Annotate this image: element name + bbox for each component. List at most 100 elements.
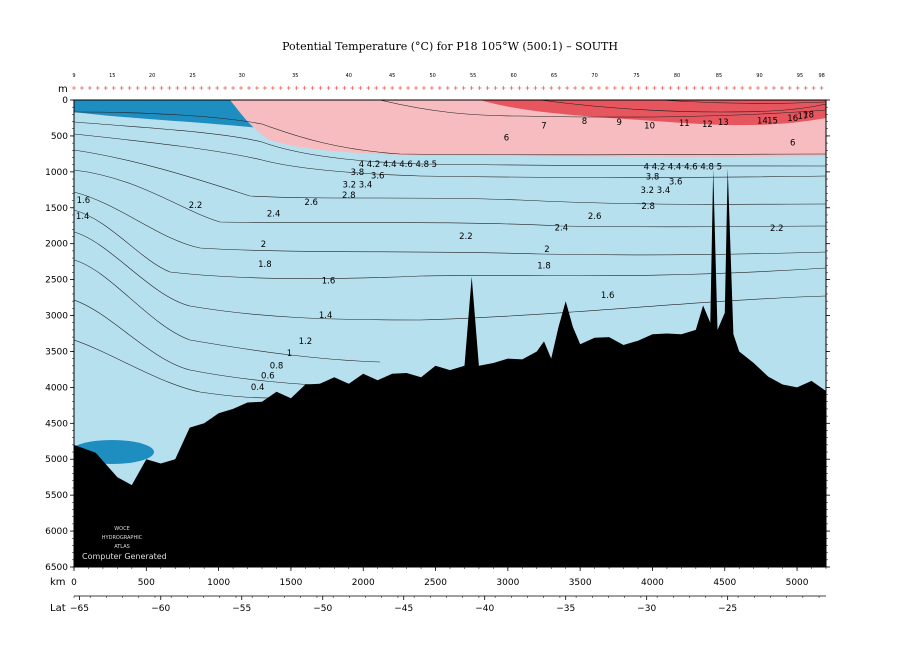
- contour-label: 4 4.2 4.4 4.6 4.8 5: [644, 162, 722, 172]
- y-tick-label: 3000: [45, 312, 68, 322]
- y-tick-label: 2500: [45, 276, 68, 286]
- station-label: 95: [797, 73, 803, 79]
- contour-label: 2.6: [588, 212, 602, 222]
- contour-label: 1: [287, 349, 292, 359]
- lat-tick-label: −30: [637, 604, 656, 614]
- station-label: 50: [429, 73, 435, 79]
- contour-label: 1.4: [319, 311, 333, 321]
- lat-tick-label: −55: [232, 604, 251, 614]
- contour-label: 0.4: [251, 383, 265, 393]
- temperature-contour: [74, 149, 826, 205]
- temperature-contour: [74, 259, 381, 363]
- station-label: 15: [109, 73, 115, 79]
- x-tick-label: 3500: [569, 578, 592, 588]
- station-label: 80: [674, 73, 680, 79]
- y-tick-label: 6500: [45, 563, 68, 573]
- temperature-contour: [74, 191, 826, 256]
- station-label: 35: [292, 73, 298, 79]
- contour-label: 13: [718, 118, 729, 128]
- x-tick-label: 1500: [279, 578, 302, 588]
- contour-label: 9: [616, 118, 621, 128]
- x-tick-label: 2500: [424, 578, 447, 588]
- x-unit-label: km: [50, 577, 66, 588]
- station-label: 30: [239, 73, 245, 79]
- contour-label: 1.6: [601, 291, 615, 301]
- contour-label: 11: [679, 119, 690, 129]
- contour-label: 18: [803, 111, 814, 121]
- contour-label: 8: [582, 117, 587, 127]
- logo-line-2: HYDROGRAPHIC: [102, 535, 143, 541]
- seafloor: [74, 168, 826, 567]
- contour-label: 12: [702, 120, 713, 130]
- y-tick-label: 5500: [45, 491, 68, 501]
- contour-label: 1.4: [76, 212, 90, 222]
- contour-label: 2.2: [459, 232, 473, 242]
- station-label: 98: [818, 73, 824, 79]
- temperature-contour: [659, 100, 826, 104]
- x-tick-label: 5000: [786, 578, 809, 588]
- temperature-contour: [74, 169, 826, 228]
- station-label: 60: [510, 73, 516, 79]
- contour-label: 6: [790, 139, 795, 149]
- temperature-contour: [74, 121, 826, 167]
- lat-tick-label: −45: [394, 604, 413, 614]
- station-label: 70: [591, 73, 597, 79]
- contour-label: 7: [541, 121, 546, 131]
- contour-label: 2.2: [189, 201, 203, 211]
- y-tick-label: 5000: [45, 455, 68, 465]
- contour-label: 15: [767, 116, 778, 126]
- lat-tick-label: −40: [475, 604, 494, 614]
- contour-label: 16: [787, 114, 798, 124]
- contour-label: 2: [261, 240, 266, 250]
- x-tick-label: 0: [71, 578, 77, 588]
- temperature-contour: [379, 100, 826, 118]
- contour-label: 6: [504, 134, 509, 144]
- contour-label: 1.6: [77, 196, 91, 206]
- contour-label: 1.6: [322, 277, 336, 287]
- lat-tick-label: −50: [313, 604, 332, 614]
- contour-label: 3.6: [669, 177, 683, 187]
- station-label: 55: [470, 73, 476, 79]
- contour-label: 2.2: [770, 224, 784, 234]
- lat-tick-label: −60: [151, 604, 170, 614]
- contour-label: 0.8: [270, 361, 284, 371]
- contour-label: 1.8: [537, 262, 551, 272]
- contour-label: 2.8: [342, 191, 356, 201]
- station-label: 90: [756, 73, 762, 79]
- y-tick-label: 1500: [45, 204, 68, 214]
- x-tick-label: 2000: [352, 578, 375, 588]
- y-tick-label: 0: [62, 96, 68, 106]
- station-label: 20: [149, 73, 155, 79]
- y-unit-label: m: [58, 84, 68, 95]
- station-label: 45: [389, 73, 395, 79]
- contour-label: 3.2 3.4: [641, 186, 671, 196]
- contour-label: 3.2 3.4: [343, 180, 373, 190]
- temperature-contour: [74, 339, 281, 399]
- x-tick-label: 500: [138, 578, 155, 588]
- contour-label: 2.4: [267, 210, 281, 220]
- station-label: 40: [346, 73, 352, 79]
- lat-axis-label: Lat: [50, 603, 66, 614]
- lat-tick-label: −65: [70, 604, 89, 614]
- station-label: 85: [716, 73, 722, 79]
- station-label: 9: [72, 73, 75, 79]
- temperature-contour: [74, 231, 826, 321]
- contour-label: 2.8: [641, 202, 655, 212]
- temperature-band: [480, 100, 826, 126]
- y-tick-label: 500: [51, 132, 68, 142]
- station-label: 65: [551, 73, 557, 79]
- temperature-contour: [74, 299, 341, 387]
- y-tick-label: 2000: [45, 240, 68, 250]
- temperature-contour: [74, 209, 826, 279]
- contour-label: 1.8: [258, 260, 272, 270]
- y-tick-label: 6000: [45, 527, 68, 537]
- contour-label: 2: [544, 245, 549, 255]
- contour-label: 14: [757, 116, 768, 126]
- temperature-contour: [539, 100, 826, 113]
- temperature-contour: [74, 133, 826, 178]
- contour-label: 3.8: [351, 168, 365, 178]
- x-tick-label: 1000: [207, 578, 230, 588]
- contour-label: 10: [644, 121, 655, 131]
- logo-line-1: WOCE: [114, 526, 130, 532]
